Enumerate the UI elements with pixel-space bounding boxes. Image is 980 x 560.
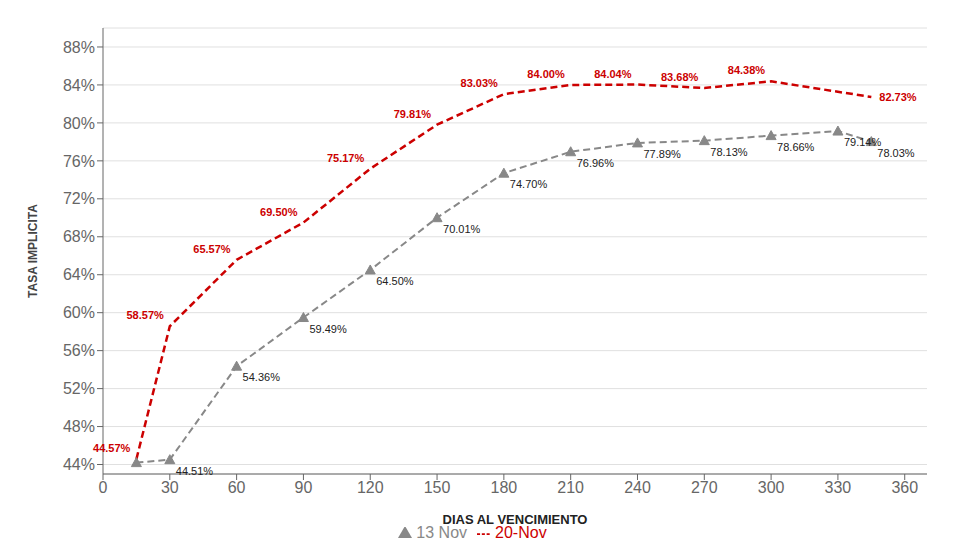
svg-text:64%: 64% <box>63 266 95 283</box>
svg-text:78.13%: 78.13% <box>710 146 748 158</box>
svg-text:330: 330 <box>825 479 852 496</box>
svg-text:240: 240 <box>624 479 651 496</box>
svg-text:90: 90 <box>295 479 313 496</box>
svg-text:44%: 44% <box>63 456 95 473</box>
svg-text:79.14%: 79.14% <box>844 136 882 148</box>
svg-text:54.36%: 54.36% <box>243 371 281 383</box>
svg-text:65.57%: 65.57% <box>193 243 231 255</box>
svg-text:78.03%: 78.03% <box>877 147 915 159</box>
svg-text:270: 270 <box>691 479 718 496</box>
svg-text:69.50%: 69.50% <box>260 206 298 218</box>
html-text:13 Nov: 13 Nov <box>416 524 468 541</box>
svg-text:88%: 88% <box>63 39 95 56</box>
svg-text:84.00%: 84.00% <box>527 68 565 80</box>
svg-text:360: 360 <box>891 479 918 496</box>
svg-text:60: 60 <box>228 479 246 496</box>
html-text:20-Nov: 20-Nov <box>495 524 547 541</box>
svg-text:79.81%: 79.81% <box>394 108 432 120</box>
svg-text:77.89%: 77.89% <box>643 148 681 160</box>
svg-text:84.38%: 84.38% <box>728 64 766 76</box>
svg-text:72%: 72% <box>63 190 95 207</box>
svg-text:59.49%: 59.49% <box>309 323 347 335</box>
svg-text:48%: 48% <box>63 418 95 435</box>
svg-text:60%: 60% <box>63 304 95 321</box>
svg-text:74.70%: 74.70% <box>510 178 548 190</box>
svg-text:64.50%: 64.50% <box>376 275 414 287</box>
svg-text:44.57%: 44.57% <box>93 442 131 454</box>
svg-text:44.51%: 44.51% <box>176 465 214 477</box>
svg-text:30: 30 <box>161 479 179 496</box>
svg-text:TASA IMPLICITA: TASA IMPLICITA <box>26 204 40 298</box>
svg-text:75.17%: 75.17% <box>327 152 365 164</box>
svg-text:150: 150 <box>424 479 451 496</box>
svg-text:58.57%: 58.57% <box>126 309 164 321</box>
svg-text:70.01%: 70.01% <box>443 223 481 235</box>
svg-text:52%: 52% <box>63 380 95 397</box>
svg-text:76%: 76% <box>63 153 95 170</box>
svg-text:80%: 80% <box>63 115 95 132</box>
svg-text:DIAS AL VENCIMIENTO: DIAS AL VENCIMIENTO <box>443 512 588 527</box>
svg-text:56%: 56% <box>63 342 95 359</box>
svg-text:84%: 84% <box>63 77 95 94</box>
svg-text:84.04%: 84.04% <box>594 68 632 80</box>
svg-text:83.03%: 83.03% <box>461 77 499 89</box>
svg-text:0: 0 <box>99 479 108 496</box>
svg-text:76.96%: 76.96% <box>577 157 615 169</box>
svg-text:82.73%: 82.73% <box>879 91 917 103</box>
svg-text:180: 180 <box>491 479 518 496</box>
svg-text:300: 300 <box>758 479 785 496</box>
svg-text:68%: 68% <box>63 228 95 245</box>
svg-text:210: 210 <box>557 479 584 496</box>
svg-text:83.68%: 83.68% <box>661 71 699 83</box>
svg-text:120: 120 <box>357 479 384 496</box>
svg-text:78.66%: 78.66% <box>777 141 815 153</box>
